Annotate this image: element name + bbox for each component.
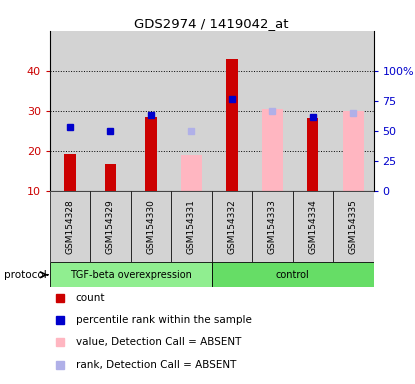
Bar xyxy=(212,31,252,191)
Bar xyxy=(333,31,374,191)
Bar xyxy=(131,191,171,262)
Text: GSM154334: GSM154334 xyxy=(308,199,317,254)
Bar xyxy=(105,164,116,191)
Text: protocol: protocol xyxy=(4,270,47,280)
Bar xyxy=(90,191,131,262)
Text: percentile rank within the sample: percentile rank within the sample xyxy=(76,315,251,325)
Bar xyxy=(226,59,237,191)
Bar xyxy=(64,154,76,191)
Bar xyxy=(212,262,374,287)
Text: rank, Detection Call = ABSENT: rank, Detection Call = ABSENT xyxy=(76,360,236,370)
Bar xyxy=(252,191,293,262)
Bar xyxy=(293,31,333,191)
Bar xyxy=(343,111,364,191)
Bar xyxy=(252,31,293,191)
Text: value, Detection Call = ABSENT: value, Detection Call = ABSENT xyxy=(76,338,241,348)
Bar xyxy=(333,191,374,262)
Title: GDS2974 / 1419042_at: GDS2974 / 1419042_at xyxy=(134,17,289,30)
Bar xyxy=(262,109,283,191)
Bar xyxy=(212,191,252,262)
Text: GSM154333: GSM154333 xyxy=(268,199,277,254)
Bar xyxy=(131,31,171,191)
Bar xyxy=(293,191,333,262)
Text: GSM154329: GSM154329 xyxy=(106,199,115,254)
Text: GSM154332: GSM154332 xyxy=(227,199,237,254)
Text: count: count xyxy=(76,293,105,303)
Bar xyxy=(171,191,212,262)
Text: TGF-beta overexpression: TGF-beta overexpression xyxy=(70,270,192,280)
Text: GSM154330: GSM154330 xyxy=(146,199,156,254)
Text: GSM154331: GSM154331 xyxy=(187,199,196,254)
Bar xyxy=(50,262,212,287)
Bar xyxy=(181,155,202,191)
Bar xyxy=(90,31,131,191)
Text: control: control xyxy=(276,270,310,280)
Bar xyxy=(171,31,212,191)
Bar xyxy=(50,191,90,262)
Text: GSM154335: GSM154335 xyxy=(349,199,358,254)
Bar xyxy=(50,31,90,191)
Bar xyxy=(307,118,318,191)
Bar xyxy=(145,117,156,191)
Text: GSM154328: GSM154328 xyxy=(66,199,75,254)
